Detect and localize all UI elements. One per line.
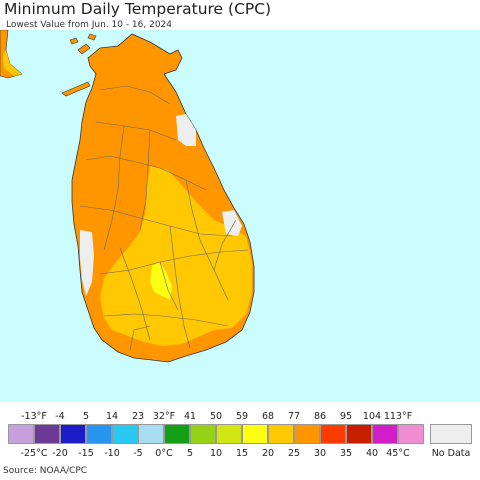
legend-fahrenheit-label: 5 xyxy=(82,411,90,422)
legend-celsius-label: -25°C xyxy=(20,448,48,459)
central-warm-region xyxy=(100,166,252,346)
legend-celsius-label: 5 xyxy=(186,448,194,459)
legend-fahrenheit-label: -13°F xyxy=(21,411,47,422)
legend-swatch xyxy=(164,424,190,444)
legend-swatch xyxy=(60,424,86,444)
map-area xyxy=(0,30,480,402)
legend-fahrenheit-label: 50 xyxy=(209,411,223,422)
legend-fahrenheit-label: 41 xyxy=(183,411,197,422)
legend-swatch xyxy=(346,424,372,444)
legend-swatch xyxy=(320,424,346,444)
legend-fahrenheit-label: 32°F xyxy=(152,411,176,422)
legend-fahrenheit-label: 23 xyxy=(131,411,145,422)
legend-celsius-label: -10 xyxy=(104,448,120,459)
legend-swatch xyxy=(268,424,294,444)
no-data-west xyxy=(80,230,94,296)
legend-celsius-label: 15 xyxy=(235,448,249,459)
legend-celsius-label: 45°C xyxy=(386,448,410,459)
map-svg xyxy=(0,30,255,363)
map-subtitle: Lowest Value from Jun. 10 - 16, 2024 xyxy=(6,20,173,30)
highland-cool-region xyxy=(150,262,172,300)
source-credit: Source: NOAA/CPC xyxy=(3,466,88,476)
legend-fahrenheit-label: 95 xyxy=(339,411,353,422)
legend-fahrenheit-label: 77 xyxy=(287,411,301,422)
legend-swatch xyxy=(190,424,216,444)
legend-fahrenheit-label: 59 xyxy=(235,411,249,422)
legend-swatch xyxy=(398,424,424,444)
color-legend: -13°F -4 5 14 23 32°F 41 50 59 68 77 86 95 104 113°F -2… xyxy=(0,402,480,462)
no-data-east xyxy=(176,114,196,146)
legend-swatch xyxy=(34,424,60,444)
legend-swatch xyxy=(372,424,398,444)
legend-fahrenheit-label: 68 xyxy=(261,411,275,422)
legend-celsius-label: 20 xyxy=(261,448,275,459)
legend-swatch xyxy=(112,424,138,444)
india-coast-strip xyxy=(3,50,22,76)
legend-swatch xyxy=(294,424,320,444)
legend-fahrenheit-label: 113°F xyxy=(383,411,413,422)
legend-fahrenheit-label: 14 xyxy=(105,411,119,422)
legend-fahrenheit-label: 104 xyxy=(362,411,382,422)
legend-celsius-label: 40 xyxy=(365,448,379,459)
mannar-island xyxy=(61,81,91,97)
legend-fahrenheit-label: -4 xyxy=(55,411,65,422)
map-title: Minimum Daily Temperature (CPC) xyxy=(4,0,272,18)
legend-swatch xyxy=(216,424,242,444)
legend-celsius-label: -5 xyxy=(133,448,143,459)
legend-swatch xyxy=(86,424,112,444)
legend-swatch xyxy=(242,424,268,444)
legend-celsius-label: 35 xyxy=(339,448,353,459)
no-data-southeast xyxy=(222,210,242,236)
jaffna-islands xyxy=(69,33,97,55)
legend-swatch xyxy=(138,424,164,444)
legend-swatch xyxy=(8,424,34,444)
legend-no-data-label: No Data xyxy=(431,448,471,459)
legend-fahrenheit-label: 86 xyxy=(313,411,327,422)
district-boundaries xyxy=(79,85,249,351)
legend-celsius-label: -15 xyxy=(78,448,94,459)
legend-no-data-swatch xyxy=(430,424,472,444)
legend-celsius-label: -20 xyxy=(52,448,68,459)
legend-celsius-label: 30 xyxy=(313,448,327,459)
legend-celsius-label: 10 xyxy=(209,448,223,459)
legend-celsius-label: 25 xyxy=(287,448,301,459)
legend-celsius-label: 0°C xyxy=(155,448,173,459)
